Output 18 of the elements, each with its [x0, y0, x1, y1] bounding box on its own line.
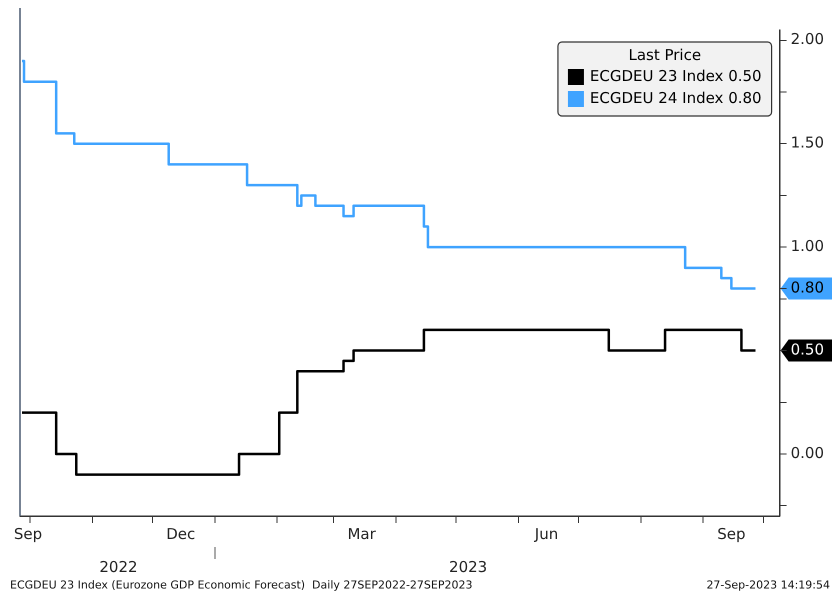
- y-tick-label: 0.50: [790, 340, 824, 358]
- y-tick-label: 1.50: [790, 134, 824, 152]
- y-tick-label: 2.00: [790, 30, 824, 48]
- y-tick-label: 0.00: [790, 444, 824, 462]
- y-tick-label: 0.80: [790, 278, 824, 296]
- y-tick-label: 1.00: [790, 237, 824, 256]
- x2-tick-label: 2022: [99, 558, 138, 576]
- x2-tick-label: 2023: [449, 558, 488, 576]
- legend-label: ECGDEU 24 Index 0.80: [590, 88, 762, 107]
- text: ECGDEU 23 Index (Eurozone GDP Economic Forecast) Daily 27SEP2022-27SEP2023: [10, 578, 472, 592]
- x-tick-label: Mar: [347, 524, 377, 543]
- text: 27-Sep-2023 14:19:54: [706, 578, 830, 592]
- x-tick-label: Dec: [166, 524, 196, 543]
- x-tick-label: Sep: [717, 524, 746, 543]
- legend-title: Last Price: [628, 46, 702, 64]
- x-tick-label: Sep: [14, 524, 42, 543]
- x-tick-label: Jun: [534, 524, 558, 543]
- legend-label: ECGDEU 23 Index 0.50: [590, 66, 762, 85]
